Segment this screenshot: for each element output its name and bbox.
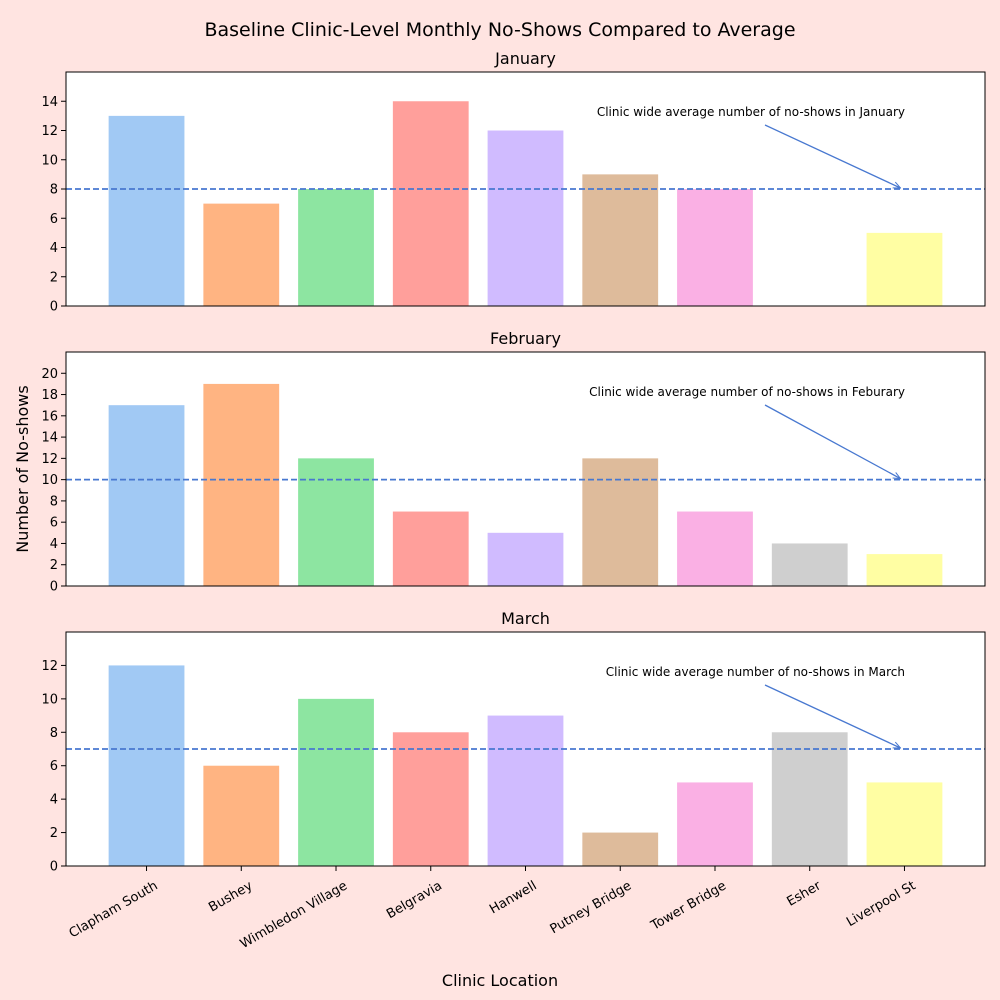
y-tick-label: 10 [41, 153, 58, 168]
panel-0: January Clinic wide average number of no-… [41, 49, 986, 315]
average-annotation: Clinic wide average number of no-shows i… [597, 105, 905, 119]
bar-belgravia [392, 101, 469, 306]
annotation-arrow [764, 684, 900, 749]
x-tick-label: Wimbledon Village [238, 878, 350, 951]
annotation-arrow [764, 124, 900, 189]
y-tick-label: 0 [50, 300, 58, 315]
plot-frame [65, 71, 986, 307]
y-tick-label: 14 [41, 95, 58, 110]
x-tick-label: Clapham South [67, 878, 161, 941]
bar-hanwell [487, 715, 564, 866]
bar-wimbledon-village [298, 458, 374, 586]
y-tick-label: 4 [50, 537, 58, 552]
bar-hanwell [487, 532, 564, 586]
x-tick-label: Putney Bridge [548, 878, 635, 937]
y-tick-label: 6 [50, 759, 58, 774]
panel-title: February [490, 329, 561, 348]
bar-bushey [203, 203, 280, 306]
y-tick-label: 6 [50, 516, 58, 531]
bar-belgravia [392, 511, 469, 586]
y-tick-label: 12 [41, 659, 58, 674]
x-axis-label: Clinic Location [442, 971, 558, 990]
y-tick-label: 0 [50, 580, 58, 595]
bar-clapham-south [108, 665, 185, 866]
y-axis-label: Number of No-shows [13, 385, 32, 552]
bar-putney-bridge [582, 174, 659, 306]
y-tick-label: 16 [41, 409, 58, 424]
bar-hanwell [487, 130, 564, 306]
panel-title: March [501, 609, 550, 628]
y-tick-label: 10 [41, 473, 58, 488]
bar-wimbledon-village [298, 698, 374, 866]
y-tick-label: 8 [50, 183, 58, 198]
y-tick-label: 0 [50, 860, 58, 875]
x-tick-label: Bushey [206, 878, 255, 915]
annotation-arrow [764, 404, 900, 479]
y-tick-label: 2 [50, 558, 58, 573]
bar-wimbledon-village [298, 189, 374, 306]
bar-esher [771, 543, 848, 586]
x-tick-label: Liverpool St [844, 878, 918, 930]
panel-title: January [494, 49, 556, 68]
y-tick-label: 20 [41, 367, 58, 382]
y-tick-label: 2 [50, 270, 58, 285]
bar-bushey [203, 383, 280, 586]
bar-esher [771, 732, 848, 866]
bar-tower-bridge [677, 511, 753, 586]
x-tick-label: Tower Bridge [648, 878, 729, 934]
x-tick-label: Belgravia [384, 878, 445, 922]
average-annotation: Clinic wide average number of no-shows i… [589, 385, 905, 399]
average-annotation: Clinic wide average number of no-shows i… [606, 665, 905, 679]
bar-liverpool-st [866, 782, 943, 866]
bar-bushey [203, 765, 280, 866]
bar-clapham-south [108, 405, 185, 586]
panel-1: February Clinic wide average number of no… [41, 329, 986, 595]
bar-liverpool-st [866, 232, 943, 306]
y-tick-label: 14 [41, 431, 58, 446]
x-tick-label: Hanwell [487, 878, 539, 917]
bar-clapham-south [108, 115, 185, 306]
chart-title: Baseline Clinic-Level Monthly No-Shows C… [204, 19, 795, 41]
bar-liverpool-st [866, 554, 943, 586]
y-tick-label: 18 [41, 388, 58, 403]
y-tick-label: 12 [41, 452, 58, 467]
y-tick-label: 8 [50, 726, 58, 741]
y-tick-label: 4 [50, 793, 58, 808]
bar-tower-bridge [677, 189, 753, 306]
y-tick-label: 4 [50, 241, 58, 256]
y-tick-label: 12 [41, 124, 58, 139]
chart-panels: January Clinic wide average number of no-… [41, 49, 986, 952]
bar-belgravia [392, 732, 469, 866]
x-tick-label: Esher [785, 878, 825, 910]
bar-tower-bridge [677, 782, 753, 866]
y-tick-label: 6 [50, 212, 58, 227]
y-tick-label: 8 [50, 494, 58, 509]
y-tick-label: 10 [41, 692, 58, 707]
bar-putney-bridge [582, 458, 659, 586]
bar-putney-bridge [582, 832, 659, 866]
panel-2: March Clinic wide average number of no-sh… [41, 609, 986, 952]
y-tick-label: 2 [50, 826, 58, 841]
plot-frame [65, 351, 986, 587]
